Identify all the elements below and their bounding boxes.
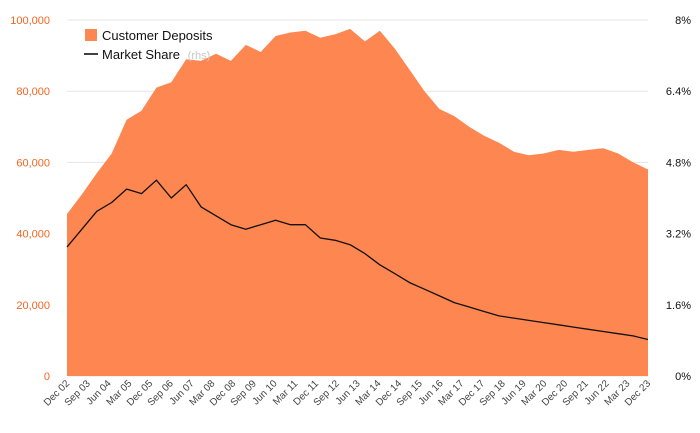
legend-line-label: Market Share (rhs) (102, 47, 210, 62)
left-tick-label: 100,000 (10, 15, 50, 27)
legend-area-label: Customer Deposits (102, 28, 213, 43)
legend-line-name: Market Share (102, 47, 180, 62)
left-tick-label: 80,000 (16, 86, 50, 98)
right-tick-label: 0% (675, 371, 691, 383)
legend-area-swatch (85, 29, 97, 41)
left-tick-label: 0 (44, 371, 50, 383)
area-series-customer-deposits (67, 28, 648, 377)
right-tick-label: 3.2% (666, 229, 691, 241)
left-tick-label: 20,000 (16, 300, 50, 312)
right-tick-label: 6.4% (666, 86, 691, 98)
legend-line-suffix: (rhs) (188, 50, 211, 62)
right-axis: 0% 1.6% 3.2% 4.8% 6.4% 8% (666, 15, 691, 383)
left-axis: 0 20,000 40,000 60,000 80,000 100,000 (10, 15, 50, 383)
left-tick-label: 60,000 (16, 157, 50, 169)
right-tick-label: 1.6% (666, 300, 691, 312)
right-tick-label: 8% (675, 15, 691, 27)
right-tick-label: 4.8% (666, 157, 691, 169)
legend: Customer Deposits Market Share (rhs) (84, 28, 213, 62)
line-series-layer (66, 179, 649, 341)
area-series-layer (67, 28, 648, 377)
left-tick-label: 40,000 (16, 229, 50, 241)
line-series-market-share (66, 179, 649, 341)
